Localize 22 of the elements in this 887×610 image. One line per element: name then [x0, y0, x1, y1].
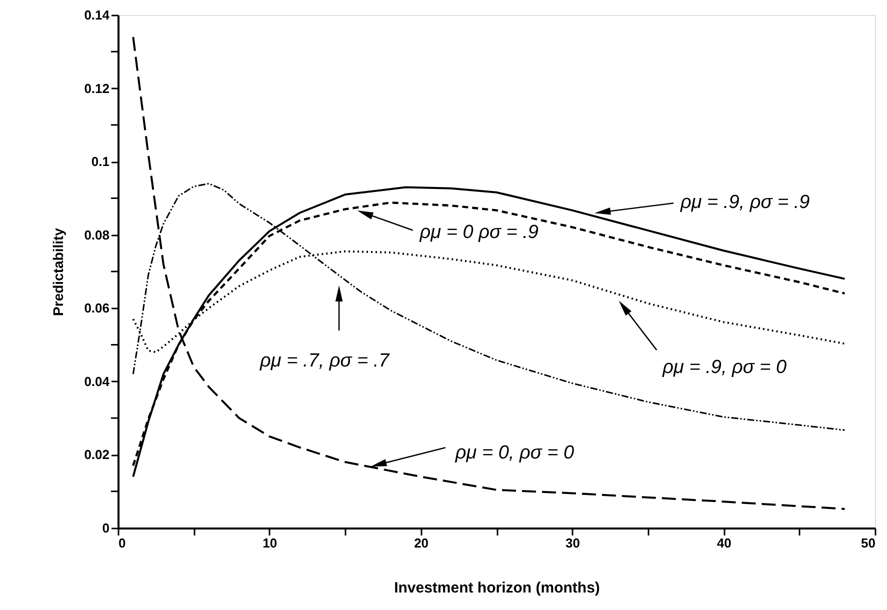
annotation: ρμ = 0 ρσ = .9 — [418, 222, 539, 244]
annotation: ρμ = 0, ρσ = 0 — [454, 442, 574, 464]
x-tick-label: 20 — [414, 536, 429, 550]
y-tick-label: 0.04 — [84, 374, 110, 389]
y-tick-label: 0 — [102, 520, 110, 536]
line-series — [132, 36, 846, 510]
x-tick-label: 0 — [118, 536, 126, 550]
x-tick-label: 10 — [262, 536, 278, 550]
y-tick-label: 0.12 — [84, 80, 110, 96]
y-tick-label: 0.08 — [84, 227, 110, 242]
annotation: ρμ = .9, ρσ = .9 — [679, 192, 810, 214]
x-tick-label: 50 — [861, 536, 876, 550]
x-axis-title: Investment horizon (months) — [394, 580, 600, 596]
annotation: ρμ = .9, ρσ = 0 — [662, 357, 788, 378]
y-tick-label: 0.14 — [84, 8, 110, 22]
y-axis-title: Predictability — [50, 228, 66, 316]
x-tick-label: 40 — [716, 536, 732, 550]
y-tick-label: 0.02 — [84, 447, 110, 462]
x-tick-label: 30 — [565, 536, 580, 550]
annotation: ρμ = .7, ρσ = .7 — [259, 350, 391, 372]
y-tick-label: 0.1 — [91, 154, 110, 170]
y-tick-label: 0.06 — [84, 300, 110, 316]
